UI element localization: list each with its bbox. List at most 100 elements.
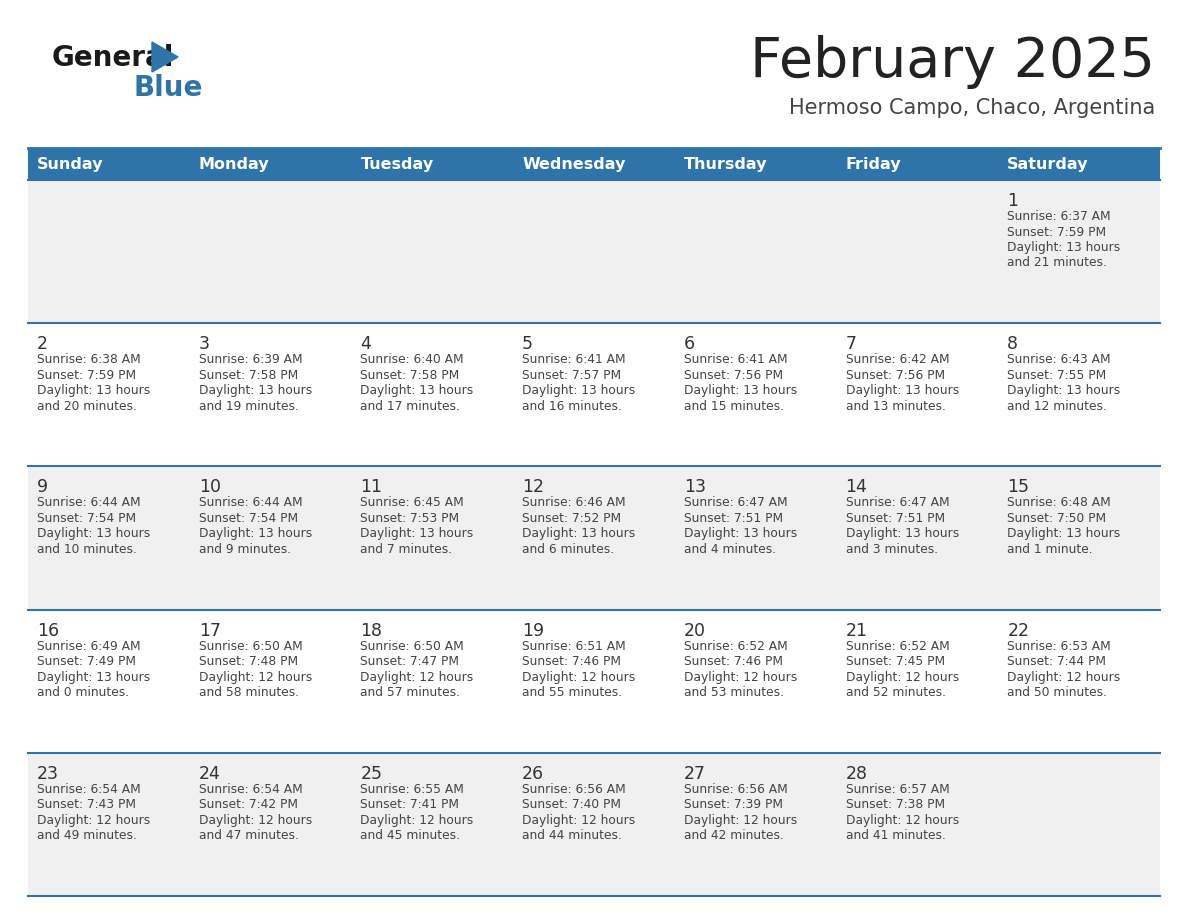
Text: Hermoso Campo, Chaco, Argentina: Hermoso Campo, Chaco, Argentina [789,98,1155,118]
Text: Sunrise: 6:38 AM: Sunrise: 6:38 AM [37,353,140,366]
Text: Sunset: 7:52 PM: Sunset: 7:52 PM [523,512,621,525]
Text: and 1 minute.: and 1 minute. [1007,543,1093,556]
Text: Sunset: 7:47 PM: Sunset: 7:47 PM [360,655,460,668]
Text: Sunrise: 6:48 AM: Sunrise: 6:48 AM [1007,497,1111,509]
Bar [190,148,352,180]
Text: and 57 minutes.: and 57 minutes. [360,686,461,700]
Text: Sunrise: 6:55 AM: Sunrise: 6:55 AM [360,783,465,796]
Text: Sunset: 7:57 PM: Sunset: 7:57 PM [523,369,621,382]
Text: 5: 5 [523,335,533,353]
Text: and 47 minutes.: and 47 minutes. [198,829,298,843]
Text: Sunset: 7:48 PM: Sunset: 7:48 PM [198,655,298,668]
Text: and 19 minutes.: and 19 minutes. [198,399,298,413]
Text: Sunset: 7:59 PM: Sunset: 7:59 PM [1007,226,1106,239]
Text: Sunset: 7:54 PM: Sunset: 7:54 PM [37,512,137,525]
Text: Sunrise: 6:37 AM: Sunrise: 6:37 AM [1007,210,1111,223]
Text: February 2025: February 2025 [750,35,1155,89]
Text: Daylight: 13 hours: Daylight: 13 hours [523,528,636,541]
Text: Daylight: 12 hours: Daylight: 12 hours [360,671,474,684]
Text: Sunset: 7:51 PM: Sunset: 7:51 PM [846,512,944,525]
Text: 7: 7 [846,335,857,353]
Text: and 42 minutes.: and 42 minutes. [684,829,784,843]
Text: 3: 3 [198,335,210,353]
Text: 22: 22 [1007,621,1029,640]
Text: Daylight: 12 hours: Daylight: 12 hours [1007,671,1120,684]
Bar [29,148,190,180]
Bar [29,466,1159,610]
Text: and 13 minutes.: and 13 minutes. [846,399,946,413]
Text: and 21 minutes.: and 21 minutes. [1007,256,1107,270]
Text: Sunset: 7:42 PM: Sunset: 7:42 PM [198,799,298,812]
Text: Sunrise: 6:49 AM: Sunrise: 6:49 AM [37,640,140,653]
Text: and 6 minutes.: and 6 minutes. [523,543,614,556]
Text: and 58 minutes.: and 58 minutes. [198,686,299,700]
Text: 14: 14 [846,478,867,497]
Text: Sunset: 7:59 PM: Sunset: 7:59 PM [37,369,137,382]
Text: Daylight: 13 hours: Daylight: 13 hours [846,528,959,541]
Text: and 44 minutes.: and 44 minutes. [523,829,623,843]
Text: 16: 16 [37,621,59,640]
Text: Daylight: 12 hours: Daylight: 12 hours [360,813,474,827]
Text: and 9 minutes.: and 9 minutes. [198,543,291,556]
Text: and 20 minutes.: and 20 minutes. [37,399,137,413]
Text: and 41 minutes.: and 41 minutes. [846,829,946,843]
Text: 6: 6 [684,335,695,353]
Text: 2: 2 [37,335,48,353]
Text: 15: 15 [1007,478,1029,497]
Text: Daylight: 12 hours: Daylight: 12 hours [37,813,150,827]
Text: and 12 minutes.: and 12 minutes. [1007,399,1107,413]
Text: Sunrise: 6:39 AM: Sunrise: 6:39 AM [198,353,302,366]
Text: Sunrise: 6:41 AM: Sunrise: 6:41 AM [523,353,626,366]
Text: and 4 minutes.: and 4 minutes. [684,543,776,556]
Text: Wednesday: Wednesday [523,156,626,172]
Text: Daylight: 13 hours: Daylight: 13 hours [1007,528,1120,541]
Text: 8: 8 [1007,335,1018,353]
Text: 11: 11 [360,478,383,497]
Text: Daylight: 13 hours: Daylight: 13 hours [684,528,797,541]
Text: Sunset: 7:50 PM: Sunset: 7:50 PM [1007,512,1106,525]
Text: Daylight: 12 hours: Daylight: 12 hours [846,671,959,684]
Text: Daylight: 12 hours: Daylight: 12 hours [523,813,636,827]
Text: Sunset: 7:55 PM: Sunset: 7:55 PM [1007,369,1106,382]
Text: Daylight: 13 hours: Daylight: 13 hours [198,528,312,541]
Text: Sunrise: 6:56 AM: Sunrise: 6:56 AM [684,783,788,796]
Text: Daylight: 13 hours: Daylight: 13 hours [360,528,474,541]
Text: Daylight: 12 hours: Daylight: 12 hours [846,813,959,827]
Text: and 16 minutes.: and 16 minutes. [523,399,623,413]
Text: 10: 10 [198,478,221,497]
Bar [29,180,1159,323]
Bar [29,610,1159,753]
Text: 23: 23 [37,765,59,783]
Text: 21: 21 [846,621,867,640]
Text: Sunrise: 6:44 AM: Sunrise: 6:44 AM [37,497,140,509]
Text: Daylight: 13 hours: Daylight: 13 hours [684,385,797,397]
Text: Sunrise: 6:45 AM: Sunrise: 6:45 AM [360,497,465,509]
Text: and 10 minutes.: and 10 minutes. [37,543,137,556]
Text: Daylight: 12 hours: Daylight: 12 hours [684,813,797,827]
Text: and 17 minutes.: and 17 minutes. [360,399,460,413]
Text: Tuesday: Tuesday [360,156,434,172]
Text: Sunrise: 6:40 AM: Sunrise: 6:40 AM [360,353,465,366]
Text: 17: 17 [198,621,221,640]
Text: Thursday: Thursday [684,156,767,172]
Text: Sunrise: 6:54 AM: Sunrise: 6:54 AM [198,783,303,796]
Text: 1: 1 [1007,192,1018,210]
Text: 4: 4 [360,335,372,353]
Text: 24: 24 [198,765,221,783]
Text: Sunrise: 6:41 AM: Sunrise: 6:41 AM [684,353,788,366]
Text: Sunset: 7:53 PM: Sunset: 7:53 PM [360,512,460,525]
Text: Sunset: 7:56 PM: Sunset: 7:56 PM [684,369,783,382]
Text: Daylight: 13 hours: Daylight: 13 hours [37,528,150,541]
Text: Sunrise: 6:43 AM: Sunrise: 6:43 AM [1007,353,1111,366]
Text: Sunset: 7:51 PM: Sunset: 7:51 PM [684,512,783,525]
Text: Sunset: 7:43 PM: Sunset: 7:43 PM [37,799,135,812]
Text: and 49 minutes.: and 49 minutes. [37,829,137,843]
Text: Sunset: 7:56 PM: Sunset: 7:56 PM [846,369,944,382]
Polygon shape [152,42,178,72]
Text: Saturday: Saturday [1007,156,1088,172]
Text: Sunrise: 6:44 AM: Sunrise: 6:44 AM [198,497,302,509]
Text: Sunset: 7:40 PM: Sunset: 7:40 PM [523,799,621,812]
Bar [998,148,1159,180]
Text: General: General [52,44,175,72]
Text: Friday: Friday [846,156,902,172]
